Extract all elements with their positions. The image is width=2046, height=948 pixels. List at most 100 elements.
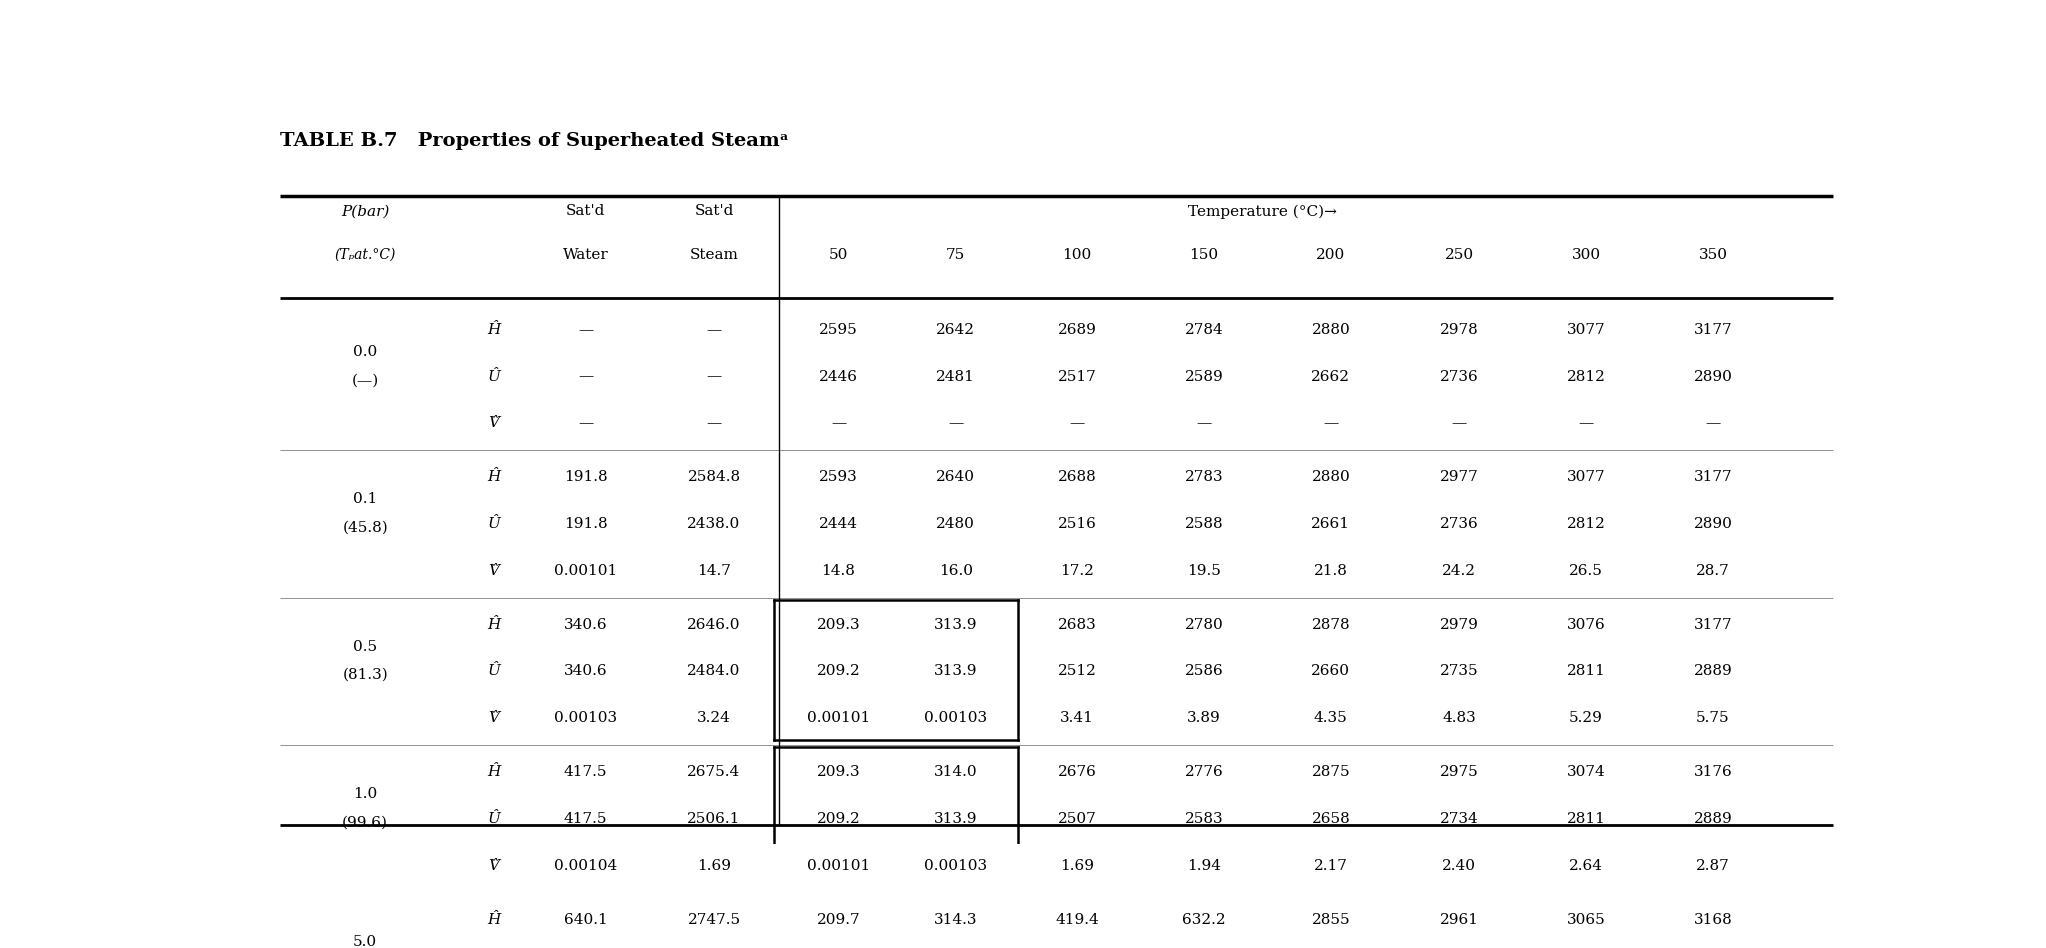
Text: 2811: 2811 [1567, 665, 1606, 679]
Text: 5.0: 5.0 [354, 935, 376, 948]
Text: 3065: 3065 [1567, 913, 1606, 926]
Text: 2780: 2780 [1185, 618, 1224, 631]
Text: Sat'd: Sat'd [567, 204, 606, 218]
Text: 0.00103: 0.00103 [925, 711, 988, 725]
Text: —: — [831, 416, 847, 430]
Text: 2747.5: 2747.5 [687, 913, 741, 926]
Text: 17.2: 17.2 [1060, 564, 1095, 577]
Text: —: — [1324, 416, 1338, 430]
Text: 3168: 3168 [1694, 913, 1733, 926]
Text: 417.5: 417.5 [565, 765, 608, 779]
Text: 191.8: 191.8 [565, 470, 608, 484]
Text: 2506.1: 2506.1 [687, 811, 741, 826]
Text: 24.2: 24.2 [1442, 564, 1477, 577]
Text: 2438.0: 2438.0 [687, 517, 741, 531]
Text: 3.89: 3.89 [1187, 711, 1221, 725]
Text: 2977: 2977 [1440, 470, 1479, 484]
Text: 3177: 3177 [1694, 618, 1733, 631]
Text: Ĥ: Ĥ [487, 765, 499, 779]
Text: 150: 150 [1189, 248, 1219, 262]
Text: 2642: 2642 [937, 323, 976, 337]
Text: —: — [706, 370, 722, 384]
Text: 28.7: 28.7 [1696, 564, 1729, 577]
Text: 2776: 2776 [1185, 765, 1224, 779]
Text: 640.1: 640.1 [565, 913, 608, 926]
Text: —: — [706, 323, 722, 337]
Text: 2512: 2512 [1058, 665, 1097, 679]
Text: —: — [577, 323, 593, 337]
Text: 3077: 3077 [1567, 323, 1606, 337]
Text: Ĥ: Ĥ [487, 913, 499, 926]
Text: 2688: 2688 [1058, 470, 1097, 484]
Text: 14.7: 14.7 [698, 564, 730, 577]
Text: 2660: 2660 [1311, 665, 1350, 679]
Text: Û: Û [487, 517, 499, 531]
Text: 2661: 2661 [1311, 517, 1350, 531]
Text: 2481: 2481 [937, 370, 976, 384]
Text: 419.4: 419.4 [1056, 913, 1099, 926]
Text: 2889: 2889 [1694, 811, 1733, 826]
Text: 2507: 2507 [1058, 811, 1097, 826]
Text: 2516: 2516 [1058, 517, 1097, 531]
Text: 250: 250 [1444, 248, 1473, 262]
Text: 2.87: 2.87 [1696, 859, 1729, 872]
Text: 2584.8: 2584.8 [687, 470, 741, 484]
Text: 209.3: 209.3 [816, 765, 859, 779]
Text: Û: Û [487, 370, 499, 384]
Text: 2890: 2890 [1694, 370, 1733, 384]
Text: 314.0: 314.0 [935, 765, 978, 779]
Text: 50: 50 [829, 248, 849, 262]
Text: 3177: 3177 [1694, 470, 1733, 484]
Text: 2812: 2812 [1567, 517, 1606, 531]
Text: 0.00104: 0.00104 [554, 859, 618, 872]
Text: 2.64: 2.64 [1569, 859, 1604, 872]
Text: 0.5: 0.5 [354, 640, 376, 653]
Text: 313.9: 313.9 [935, 811, 978, 826]
Text: 2880: 2880 [1311, 323, 1350, 337]
Text: —: — [947, 416, 964, 430]
Text: 2736: 2736 [1440, 370, 1479, 384]
Text: 300: 300 [1571, 248, 1600, 262]
Text: 19.5: 19.5 [1187, 564, 1221, 577]
Text: 2784: 2784 [1185, 323, 1224, 337]
Text: Temperature (°C)→: Temperature (°C)→ [1189, 204, 1338, 219]
Text: 2689: 2689 [1058, 323, 1097, 337]
Text: 209.7: 209.7 [816, 913, 859, 926]
Text: 4.35: 4.35 [1314, 711, 1348, 725]
Text: —: — [1451, 416, 1467, 430]
Text: 0.1: 0.1 [354, 492, 376, 506]
Text: 209.2: 209.2 [816, 665, 861, 679]
Text: (45.8): (45.8) [342, 520, 389, 535]
Text: TABLE B.7   Properties of Superheated Steamᵃ: TABLE B.7 Properties of Superheated Stea… [280, 132, 788, 150]
Text: 417.5: 417.5 [565, 811, 608, 826]
Text: 2595: 2595 [818, 323, 857, 337]
Text: 2735: 2735 [1440, 665, 1479, 679]
Text: 5.29: 5.29 [1569, 711, 1604, 725]
Text: —: — [1197, 416, 1211, 430]
Text: 21.8: 21.8 [1314, 564, 1348, 577]
Text: Steam: Steam [690, 248, 739, 262]
Text: V̂: V̂ [489, 564, 499, 577]
Text: 2675.4: 2675.4 [687, 765, 741, 779]
Text: 2889: 2889 [1694, 665, 1733, 679]
Text: Sat'd: Sat'd [694, 204, 735, 218]
Text: Ĥ: Ĥ [487, 618, 499, 631]
Text: 4.83: 4.83 [1442, 711, 1475, 725]
Text: 209.3: 209.3 [816, 618, 859, 631]
Text: 2658: 2658 [1311, 811, 1350, 826]
Text: —: — [706, 416, 722, 430]
Text: 2975: 2975 [1440, 765, 1479, 779]
Text: 1.0: 1.0 [354, 787, 376, 801]
Text: 2736: 2736 [1440, 517, 1479, 531]
Text: 2.17: 2.17 [1314, 859, 1348, 872]
Text: 2734: 2734 [1440, 811, 1479, 826]
Text: —: — [577, 370, 593, 384]
Text: 313.9: 313.9 [935, 665, 978, 679]
Text: 209.2: 209.2 [816, 811, 861, 826]
Text: 2683: 2683 [1058, 618, 1097, 631]
Text: —: — [577, 416, 593, 430]
Text: 2676: 2676 [1058, 765, 1097, 779]
Text: V̂: V̂ [489, 416, 499, 430]
Text: 16.0: 16.0 [939, 564, 972, 577]
Text: 3077: 3077 [1567, 470, 1606, 484]
